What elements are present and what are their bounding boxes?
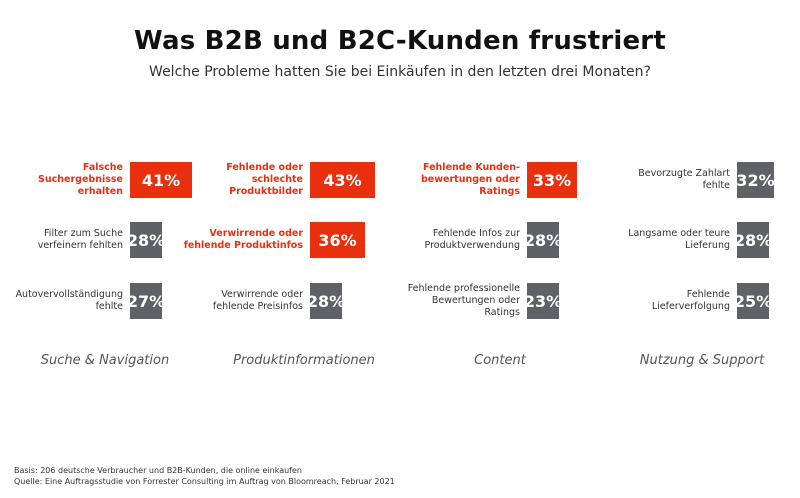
item-label: Autovervollständigung fehlte bbox=[15, 289, 123, 312]
category-label: Content bbox=[474, 353, 526, 368]
value-box: 28% bbox=[734, 222, 772, 258]
chart-item: Fehlende oder schlechte Produktbilder 43% bbox=[183, 162, 375, 198]
category-label: Nutzung & Support bbox=[639, 353, 765, 368]
chart-item: Filter zum Suche verfeinern fehlten 28% bbox=[3, 222, 165, 258]
chart-title: Was B2B und B2C-Kunden frustriert bbox=[134, 26, 666, 56]
value-box: 25% bbox=[734, 283, 772, 319]
item-label: Fehlende Kunden-bewertungen oder Ratings bbox=[421, 162, 520, 197]
item-label: Falsche Suchergebnisse erhalten bbox=[38, 162, 123, 197]
value-box: 41% bbox=[130, 162, 192, 198]
footer-source: Quelle: Eine Auftragsstudie von Forreste… bbox=[14, 477, 395, 486]
value-box: 27% bbox=[127, 283, 165, 319]
chart-item: Falsche Suchergebnisse erhalten 41% bbox=[3, 162, 192, 198]
chart-item: Autovervollständigung fehlte 27% bbox=[3, 283, 165, 319]
value-box: 28% bbox=[127, 222, 165, 258]
value-box: 32% bbox=[736, 162, 775, 198]
chart-item: Bevorzugte Zahlart fehlte 32% bbox=[610, 162, 775, 198]
item-label: Langsame oder teure Lieferung bbox=[628, 228, 730, 251]
chart-item: Verwirrende oder fehlende Preisinfos 28% bbox=[183, 283, 345, 319]
item-label: Fehlende Infos zur Produktverwendung bbox=[424, 228, 520, 251]
value-box: 23% bbox=[524, 283, 562, 319]
value-box: 28% bbox=[307, 283, 345, 319]
chart-item: Verwirrende oder fehlende Produktinfos 36… bbox=[183, 222, 365, 258]
category-label: Produktinformationen bbox=[233, 353, 375, 368]
item-label: Filter zum Suche verfeinern fehlten bbox=[37, 228, 123, 251]
footer-basis: Basis: 206 deutsche Verbraucher und B2B-… bbox=[14, 466, 302, 475]
chart-item: Langsame oder teure Lieferung 28% bbox=[610, 222, 772, 258]
item-label: Fehlende professionelle Bewertungen oder… bbox=[407, 283, 520, 318]
value-box: 43% bbox=[310, 162, 375, 198]
item-label: Bevorzugte Zahlart fehlte bbox=[638, 168, 730, 191]
value-box: 33% bbox=[527, 162, 577, 198]
chart-subtitle: Welche Probleme hatten Sie bei Einkäufen… bbox=[149, 64, 651, 80]
item-label: Fehlende oder schlechte Produktbilder bbox=[226, 162, 303, 197]
item-label: Fehlende Lieferverfolgung bbox=[651, 289, 730, 312]
chart-item: Fehlende professionelle Bewertungen oder… bbox=[400, 283, 562, 319]
chart-item: Fehlende Lieferverfolgung 25% bbox=[610, 283, 772, 319]
value-box: 36% bbox=[310, 222, 365, 258]
value-box: 28% bbox=[524, 222, 562, 258]
chart-item: Fehlende Kunden-bewertungen oder Ratings… bbox=[400, 162, 577, 198]
item-label: Verwirrende oder fehlende Produktinfos bbox=[183, 228, 303, 251]
chart-item: Fehlende Infos zur Produktverwendung 28% bbox=[400, 222, 562, 258]
item-label: Verwirrende oder fehlende Preisinfos bbox=[212, 289, 303, 312]
category-label: Suche & Navigation bbox=[40, 353, 170, 368]
